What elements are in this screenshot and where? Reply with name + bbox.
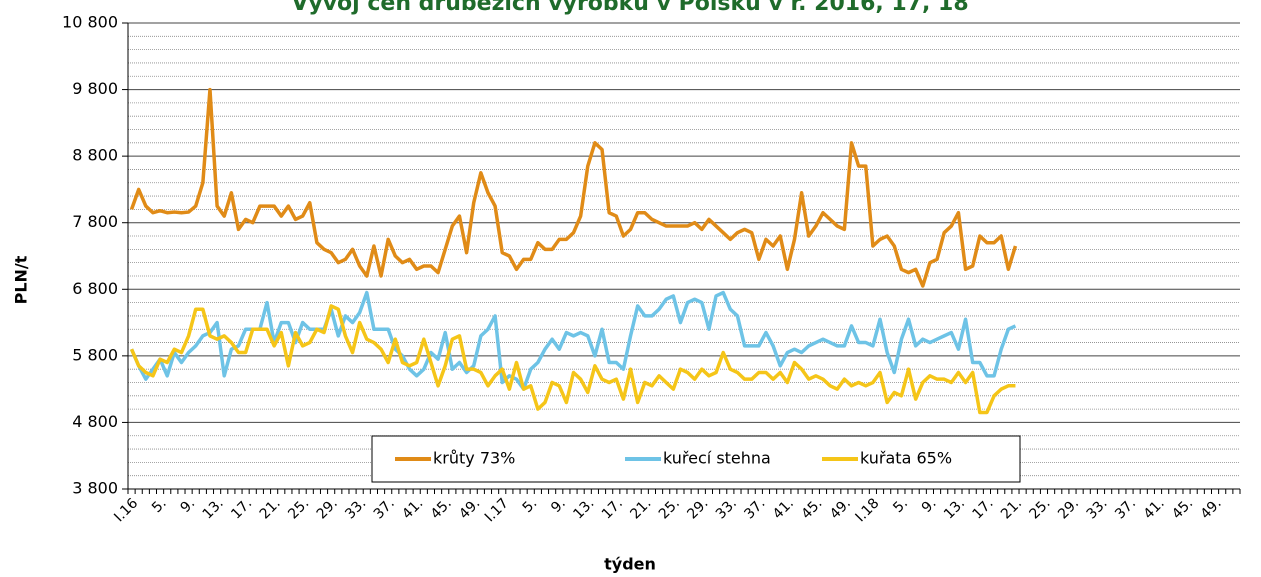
x-tick-label: 13. <box>570 495 597 522</box>
legend-box <box>371 435 1021 483</box>
y-tick-label: 4 800 <box>72 412 118 431</box>
x-tick-label: 41. <box>770 495 797 522</box>
legend-label: kuřecí stehna <box>663 449 771 468</box>
y-tick-label: 9 800 <box>72 79 118 98</box>
x-tick-label: 41. <box>399 495 426 522</box>
x-tick-label: 5. <box>149 495 170 516</box>
y-axis-label: PLN/t <box>12 255 31 304</box>
x-tick-label: 17. <box>599 495 626 522</box>
legend-label: krůty 73% <box>433 449 515 468</box>
x-tick-label: 17. <box>970 495 997 522</box>
x-tick-label: 25. <box>656 495 683 522</box>
x-tick-label: 37. <box>371 495 398 522</box>
x-tick-label: 25. <box>1027 495 1054 522</box>
x-tick-label: 49. <box>1198 495 1225 522</box>
x-tick-label: 9. <box>177 495 198 516</box>
x-tick-label: 13. <box>200 495 227 522</box>
x-tick-label: 37. <box>1112 495 1139 522</box>
x-tick-label: 33. <box>342 495 369 522</box>
x-tick-label: 37. <box>741 495 768 522</box>
x-tick-label: 17. <box>228 495 255 522</box>
x-tick-label: 29. <box>1055 495 1082 522</box>
x-tick-label: 21. <box>257 495 284 522</box>
x-tick-label: 13. <box>941 495 968 522</box>
legend-label: kuřata 65% <box>860 449 952 468</box>
x-tick-label: 9. <box>919 495 940 516</box>
x-tick-label: 41. <box>1141 495 1168 522</box>
series-line <box>129 87 1018 288</box>
x-tick-label: 33. <box>1084 495 1111 522</box>
x-tick-label: 45. <box>798 495 825 522</box>
x-tick-label: I.16 <box>111 495 141 525</box>
x-tick-label: 5. <box>520 495 541 516</box>
x-tick-label: 5. <box>890 495 911 516</box>
x-tick-label: 25. <box>285 495 312 522</box>
x-tick-label: 45. <box>1169 495 1196 522</box>
x-tick-label: I.18 <box>853 495 883 525</box>
x-tick-label: 29. <box>684 495 711 522</box>
x-tick-label: 9. <box>548 495 569 516</box>
chart-title: Vývoj cen drůbežích výrobků v Polsku v r… <box>291 0 968 16</box>
y-tick-label: 3 800 <box>72 479 118 498</box>
x-tick-label: 29. <box>314 495 341 522</box>
y-tick-label: 8 800 <box>72 146 118 165</box>
series-line <box>129 304 1016 415</box>
series-line <box>129 290 1017 391</box>
x-tick-label: 49. <box>827 495 854 522</box>
y-tick-label: 10 800 <box>62 13 118 32</box>
x-axis-label: týden <box>604 555 656 574</box>
y-tick-label: 6 800 <box>72 279 118 298</box>
x-tick-label: 21. <box>998 495 1025 522</box>
x-tick-label: 21. <box>627 495 654 522</box>
x-tick-label: 45. <box>428 495 455 522</box>
y-tick-label: 5 800 <box>72 345 118 364</box>
x-tick-label: 49. <box>456 495 483 522</box>
y-tick-label: 7 800 <box>72 212 118 231</box>
x-tick-label: 33. <box>713 495 740 522</box>
x-tick-label: I.17 <box>482 495 512 525</box>
